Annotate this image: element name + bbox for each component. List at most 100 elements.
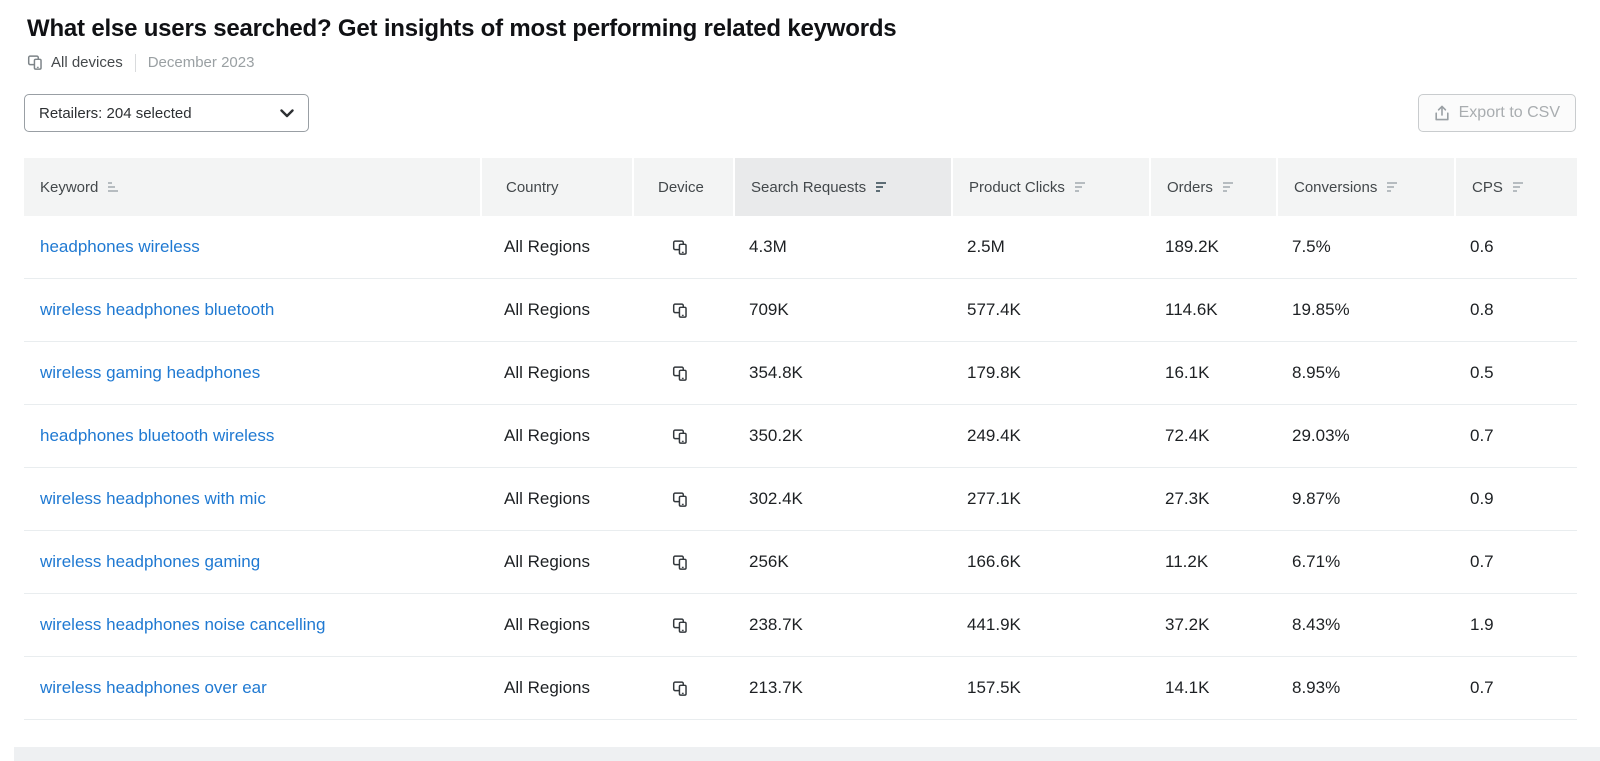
country-value: All Regions	[504, 489, 590, 508]
keyword-cell: wireless headphones bluetooth	[24, 300, 480, 320]
country-cell: All Regions	[480, 363, 632, 383]
table-row: wireless headphones bluetooth All Region…	[24, 279, 1577, 342]
conversions-value: 9.87%	[1292, 489, 1341, 508]
column-header-keyword[interactable]: Keyword	[24, 158, 480, 216]
orders-value: 37.2K	[1165, 615, 1210, 634]
device-cell	[632, 617, 733, 634]
country-cell: All Regions	[480, 678, 632, 698]
conversions-cell: 8.95%	[1276, 363, 1454, 383]
orders-cell: 16.1K	[1149, 363, 1276, 383]
column-header-orders[interactable]: Orders	[1149, 158, 1276, 216]
search-requests-cell: 256K	[733, 552, 951, 572]
orders-cell: 37.2K	[1149, 615, 1276, 635]
table-body: headphones wireless All Regions 4.3M	[24, 216, 1577, 720]
orders-value: 11.2K	[1165, 552, 1209, 571]
product-clicks-cell: 157.5K	[951, 678, 1149, 698]
all-devices-icon	[672, 365, 687, 381]
device-cell	[632, 680, 733, 697]
orders-value: 27.3K	[1165, 489, 1210, 508]
retailers-dropdown[interactable]: Retailers: 204 selected	[24, 94, 309, 132]
cps-value: 1.9	[1470, 615, 1494, 634]
next-section-strip	[14, 747, 1600, 761]
cps-cell: 0.7	[1454, 426, 1577, 446]
keyword-link[interactable]: wireless headphones bluetooth	[40, 300, 275, 319]
conversions-value: 19.85%	[1292, 300, 1350, 319]
cps-cell: 0.8	[1454, 300, 1577, 320]
column-header-label: Device	[658, 178, 704, 196]
product-clicks-cell: 2.5M	[951, 237, 1149, 257]
page-title: What else users searched? Get insights o…	[27, 15, 897, 42]
sort-desc-icon	[876, 182, 887, 192]
keyword-link[interactable]: wireless gaming headphones	[40, 363, 261, 382]
search-requests-cell: 4.3M	[733, 237, 951, 257]
conversions-cell: 8.93%	[1276, 678, 1454, 698]
cps-value: 0.8	[1470, 300, 1494, 319]
column-header-label: Product Clicks	[969, 178, 1065, 196]
column-header-product-clicks[interactable]: Product Clicks	[951, 158, 1149, 216]
conversions-value: 8.43%	[1292, 615, 1341, 634]
country-value: All Regions	[504, 300, 590, 319]
column-header-conversions[interactable]: Conversions	[1276, 158, 1454, 216]
country-cell: All Regions	[480, 426, 632, 446]
country-cell: All Regions	[480, 615, 632, 635]
all-devices-icon	[672, 554, 687, 570]
conversions-cell: 29.03%	[1276, 426, 1454, 446]
search-requests-cell: 709K	[733, 300, 951, 320]
product-clicks-cell: 277.1K	[951, 489, 1149, 509]
search-requests-cell: 213.7K	[733, 678, 951, 698]
period-label: December 2023	[147, 54, 255, 71]
product-clicks-cell: 441.9K	[951, 615, 1149, 635]
column-header-label: Search Requests	[751, 178, 867, 196]
country-value: All Regions	[504, 237, 590, 256]
search-requests-value: 709K	[749, 300, 789, 319]
orders-value: 114.6K	[1165, 300, 1218, 319]
search-requests-value: 350.2K	[749, 426, 803, 445]
country-value: All Regions	[504, 615, 590, 634]
country-value: All Regions	[504, 552, 590, 571]
meta-row: All devices December 2023	[27, 52, 1576, 73]
all-devices-icon	[672, 491, 687, 507]
product-clicks-value: 249.4K	[967, 426, 1021, 445]
orders-cell: 14.1K	[1149, 678, 1276, 698]
table-row: wireless gaming headphones All Regions 3…	[24, 342, 1577, 405]
conversions-value: 8.93%	[1292, 678, 1341, 697]
export-csv-button[interactable]: Export to CSV	[1417, 94, 1576, 132]
keyword-link[interactable]: wireless headphones gaming	[40, 552, 261, 571]
keyword-cell: wireless headphones gaming	[24, 552, 480, 572]
country-cell: All Regions	[480, 237, 632, 257]
search-requests-value: 4.3M	[749, 237, 787, 256]
sort-desc-icon	[1222, 182, 1233, 192]
cps-value: 0.7	[1470, 426, 1494, 445]
keyword-link[interactable]: wireless headphones with mic	[40, 489, 266, 508]
product-clicks-value: 277.1K	[967, 489, 1021, 508]
product-clicks-cell: 166.6K	[951, 552, 1149, 572]
keyword-link[interactable]: wireless headphones over ear	[40, 678, 267, 697]
cps-cell: 1.9	[1454, 615, 1577, 635]
device-cell	[632, 302, 733, 319]
search-requests-value: 213.7K	[749, 678, 803, 697]
column-header-search-requests[interactable]: Search Requests	[733, 158, 951, 216]
column-header-label: CPS	[1472, 178, 1503, 196]
orders-value: 14.1K	[1165, 678, 1210, 697]
conversions-cell: 19.85%	[1276, 300, 1454, 320]
orders-cell: 189.2K	[1149, 237, 1276, 257]
product-clicks-value: 166.6K	[967, 552, 1021, 571]
keyword-link[interactable]: wireless headphones noise cancelling	[40, 615, 326, 634]
device-cell	[632, 428, 733, 445]
conversions-cell: 8.43%	[1276, 615, 1454, 635]
controls-row: Retailers: 204 selected Export to CSV	[24, 94, 1576, 132]
keyword-link[interactable]: headphones wireless	[40, 237, 200, 256]
cps-cell: 0.5	[1454, 363, 1577, 383]
all-devices-icon	[672, 302, 687, 318]
sort-asc-icon	[108, 182, 119, 192]
cps-value: 0.9	[1470, 489, 1494, 508]
product-clicks-value: 157.5K	[967, 678, 1021, 697]
conversions-value: 29.03%	[1292, 426, 1350, 445]
column-header-cps[interactable]: CPS	[1454, 158, 1577, 216]
keyword-link[interactable]: headphones bluetooth wireless	[40, 426, 275, 445]
conversions-value: 7.5%	[1292, 237, 1331, 256]
all-devices-icon	[672, 680, 687, 696]
orders-cell: 11.2K	[1149, 552, 1276, 572]
search-requests-cell: 302.4K	[733, 489, 951, 509]
retailers-dropdown-label: Retailers: 204 selected	[39, 104, 192, 122]
